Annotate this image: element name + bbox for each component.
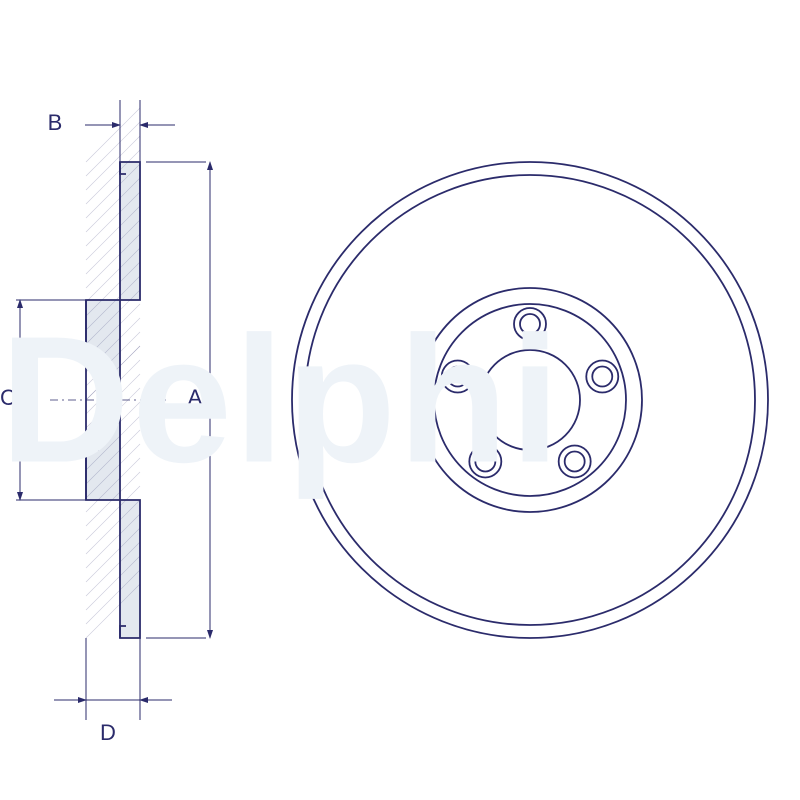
- svg-text:B: B: [48, 110, 63, 135]
- svg-text:D: D: [100, 720, 116, 745]
- technical-drawing: A C B D: [0, 0, 800, 800]
- svg-text:C: C: [0, 385, 16, 410]
- dim-label: A: [188, 385, 203, 410]
